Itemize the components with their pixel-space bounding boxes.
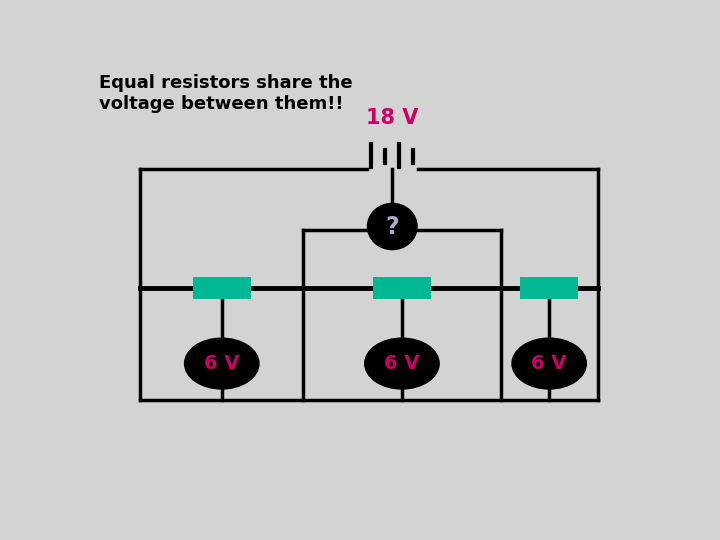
FancyBboxPatch shape xyxy=(193,278,251,299)
Text: 6 V: 6 V xyxy=(384,354,420,373)
FancyBboxPatch shape xyxy=(373,278,431,299)
Ellipse shape xyxy=(512,338,586,389)
Text: 6 V: 6 V xyxy=(531,354,567,373)
Text: 6 V: 6 V xyxy=(204,354,240,373)
Text: ?: ? xyxy=(385,214,399,239)
Ellipse shape xyxy=(184,338,259,389)
Ellipse shape xyxy=(367,204,417,249)
Text: Equal resistors share the
voltage between them!!: Equal resistors share the voltage betwee… xyxy=(99,74,353,113)
Text: 18 V: 18 V xyxy=(366,108,418,128)
FancyBboxPatch shape xyxy=(520,278,578,299)
Ellipse shape xyxy=(365,338,439,389)
